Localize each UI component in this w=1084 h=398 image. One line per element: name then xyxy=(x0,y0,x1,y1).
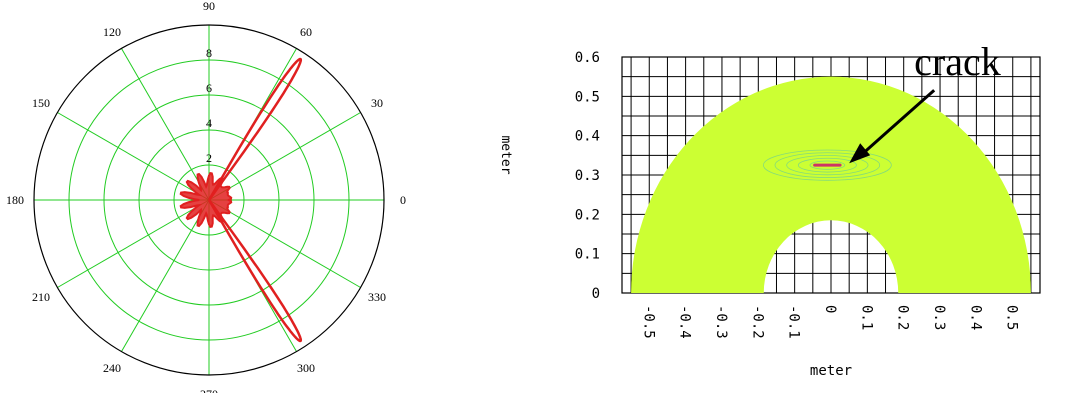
polar-radial-tick-label: 6 xyxy=(206,81,212,95)
polar-angle-tick-label: 120 xyxy=(103,25,121,39)
annulus-field xyxy=(631,76,1031,293)
x-tick-label: 0.1 xyxy=(858,305,874,330)
wave-ripple xyxy=(809,160,846,170)
x-tick-label: 0 xyxy=(822,305,838,313)
annotation-text: crack xyxy=(914,39,1001,84)
polar-grid-spoke xyxy=(121,199,210,352)
polar-chart: 2 4 6 8 0 30 60 90 120 150 180 210 240 270 300 330 xyxy=(6,0,406,398)
polar-series-lobe xyxy=(207,199,303,343)
annotation-arrow-shaft xyxy=(862,89,936,155)
wave-ripple xyxy=(797,157,857,173)
wave-ripple xyxy=(762,149,892,181)
polar-angle-tick-label: 210 xyxy=(32,290,50,304)
polar-series-center xyxy=(179,171,233,229)
x-axis-label: meter xyxy=(810,363,852,379)
y-tick-label: 0.5 xyxy=(575,89,600,105)
polar-grid-spoke xyxy=(208,199,361,288)
crack-field-chart: crack 0 0.1 0.2 0.3 0.4 0.5 0.6 -0.5 -0.4 -0.3 -0.2… xyxy=(498,39,1041,379)
y-tick-label: 0.3 xyxy=(575,168,600,184)
crack-field-chart-panel: crack 0 0.1 0.2 0.3 0.4 0.5 0.6 -0.5 -0.4 -0.3 -0.2… xyxy=(470,0,1084,393)
polar-angle-tick-label: 0 xyxy=(400,193,406,207)
wave-ripple xyxy=(786,155,869,176)
polar-grid-spoke xyxy=(57,112,210,201)
polar-radial-tick-label: 2 xyxy=(206,151,212,165)
polar-angle-tick-label: 270 xyxy=(200,387,218,393)
wave-ripple xyxy=(774,152,881,178)
polar-radial-tick-label: 8 xyxy=(206,46,212,60)
polar-angle-tick-label: 90 xyxy=(203,0,215,13)
polar-angle-tick-label: 240 xyxy=(103,361,121,375)
polar-frame xyxy=(33,24,385,376)
x-tick-label: 0.2 xyxy=(895,305,911,330)
polar-angle-tick-label: 180 xyxy=(6,193,24,207)
y-tick-label: 0.2 xyxy=(575,207,600,223)
y-tick-label: 0.4 xyxy=(575,129,600,145)
polar-grid-spoke xyxy=(208,112,361,201)
polar-grid-spoke xyxy=(121,48,210,201)
polar-chart-panel: 2 4 6 8 0 30 60 90 120 150 180 210 240 270 300 330 xyxy=(0,0,420,398)
x-tick-label: 0.3 xyxy=(931,305,947,330)
y-tick-label: 0.1 xyxy=(575,247,600,263)
y-axis-label: meter xyxy=(498,135,513,174)
polar-angle-tick-label: 150 xyxy=(32,96,50,110)
x-tick-label: -0.1 xyxy=(786,305,802,339)
x-tick-label: 0.5 xyxy=(1004,305,1020,330)
x-tick-label: 0.4 xyxy=(967,305,983,330)
polar-angle-tick-label: 330 xyxy=(368,290,386,304)
y-tick-label: 0 xyxy=(592,286,600,302)
polar-angle-tick-label: 300 xyxy=(297,361,315,375)
x-tick-label: -0.4 xyxy=(677,305,693,339)
x-tick-label: -0.5 xyxy=(640,305,656,339)
y-tick-label: 0.6 xyxy=(575,50,600,66)
x-tick-label: -0.2 xyxy=(749,305,765,339)
plot-frame xyxy=(621,56,1041,294)
polar-radial-tick-label: 4 xyxy=(206,116,212,130)
annotation-arrow-head xyxy=(849,143,871,164)
x-tick-label: -0.3 xyxy=(713,305,729,339)
polar-series-lobe xyxy=(207,57,303,201)
polar-grid-spoke xyxy=(57,199,210,288)
polar-angle-tick-label: 30 xyxy=(371,96,383,110)
polar-angle-tick-label: 60 xyxy=(300,25,312,39)
